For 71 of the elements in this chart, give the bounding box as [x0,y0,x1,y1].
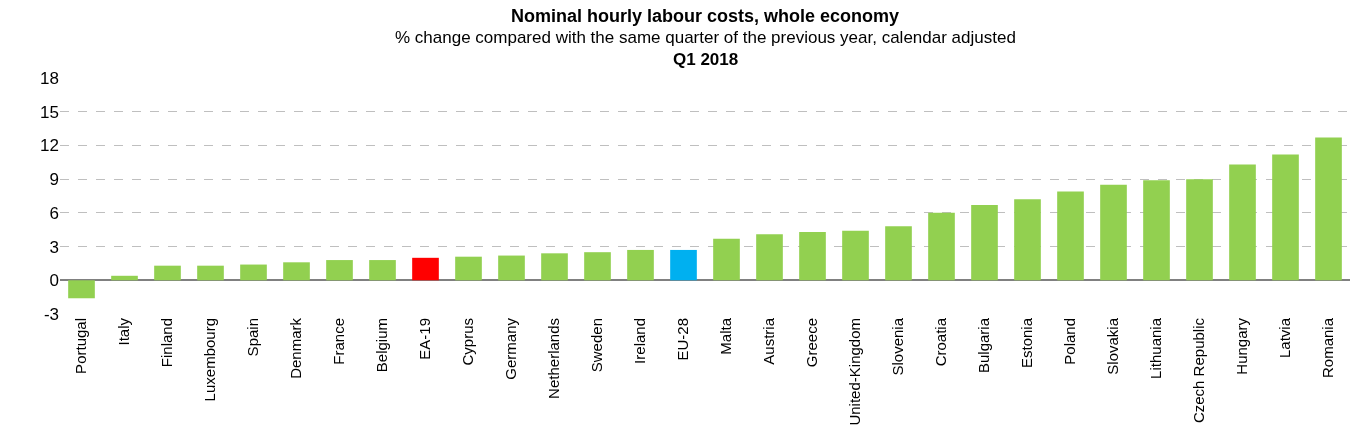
x-tick-label: Greece [803,318,821,368]
bar [111,275,138,281]
x-tick-label: Belgium [373,318,391,373]
x-tick-label: Finland [158,318,176,368]
bar [1143,180,1170,281]
bar [842,230,869,281]
bar [154,265,181,281]
x-tick-label: Latvia [1276,317,1294,359]
bar [670,249,697,281]
bar [68,280,95,299]
bar [971,204,998,281]
x-tick-label: Croatia [932,317,950,367]
x-tick-label: Hungary [1233,317,1251,375]
bar [455,256,482,281]
bar [885,226,912,281]
bar [584,252,611,281]
x-tick-label: Poland [1061,318,1079,365]
bar [1057,191,1084,281]
x-tick-label: Czech Republic [1190,317,1208,424]
bar [1229,164,1256,281]
y-tick-label: -3 [43,304,59,324]
x-tick-label: United-Kingdom [846,318,864,426]
y-tick-label: 6 [49,203,59,223]
x-tick-label: Spain [244,318,262,357]
bar [412,257,439,281]
bar [498,255,525,281]
x-tick-label: Slovenia [889,317,907,376]
y-tick-label: 0 [49,271,59,291]
x-tick-label: Austria [760,317,778,365]
bar [197,265,224,281]
bar [1014,199,1041,281]
x-tick-label: Netherlands [545,318,563,399]
x-tick-label: EU-28 [674,318,692,361]
bar [541,253,568,281]
chart-title: Nominal hourly labour costs, whole economy [511,6,900,26]
x-tick-label: Lithuania [1147,317,1165,379]
bar [627,249,654,281]
y-tick-label: 9 [49,170,59,190]
x-tick-label: Bulgaria [975,317,993,374]
bar [283,262,310,281]
x-tick-label: EA-19 [416,318,434,360]
bar [713,238,740,281]
text: Q1 2018 [673,50,739,69]
y-tick-label: 18 [40,68,59,88]
x-tick-label: Cyprus [459,318,477,366]
bar [1100,184,1127,281]
x-tick-label: Luxembourg [201,318,219,402]
bar [240,264,267,281]
x-tick-label: Ireland [631,318,649,364]
bar [1272,154,1299,281]
x-tick-label: Estonia [1018,317,1036,369]
y-tick-label: 15 [40,102,59,122]
bar [369,260,396,281]
x-tick-label: Romania [1319,317,1337,379]
bar [326,260,353,281]
bar [799,231,826,281]
x-tick-label: Portugal [72,318,90,374]
bar [1186,179,1213,281]
x-tick-label: Italy [115,317,133,346]
x-tick-label: Sweden [588,318,606,373]
x-tick-label: Denmark [287,317,305,379]
bar [928,212,955,281]
chart-subtitle: % change compared with the same quarter of the previous year, calendar adjusted [395,28,1016,47]
x-tick-label: Slovakia [1104,317,1122,375]
x-tick-label: Malta [717,317,735,355]
bar [756,234,783,281]
x-tick-label: France [330,318,348,365]
bar [1315,137,1342,281]
x-tick-label: Germany [502,317,520,380]
y-tick-label: 12 [40,136,59,156]
y-tick-label: 3 [49,237,59,257]
